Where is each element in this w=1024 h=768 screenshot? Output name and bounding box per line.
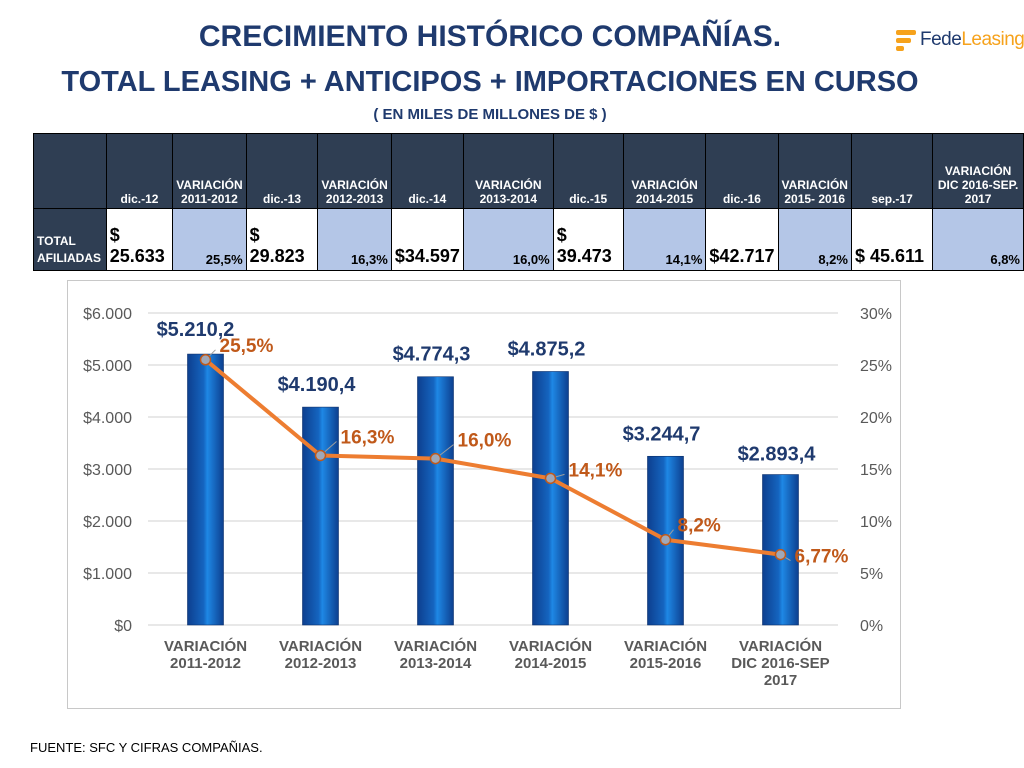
line-point <box>774 548 787 561</box>
table-cell-value: $34.597 <box>390 208 464 271</box>
table-row-label: TOTAL AFILIADAS <box>33 208 107 271</box>
table-header-cell: sep.-17 <box>850 133 934 209</box>
page-title: CRECIMIENTO HISTÓRICO COMPAÑÍAS. <box>198 20 782 53</box>
table-cell-percent: 25,5% <box>172 208 247 271</box>
table-header-cell: VARIACIÓN 2012-2013 <box>317 133 392 209</box>
table-cell-percent: 16,0% <box>462 208 554 271</box>
table-header-cell: dic.-12 <box>105 133 174 209</box>
table-cell-value: $ 39.473 <box>552 208 624 271</box>
table-cell-value: $ 25.633 <box>105 208 174 271</box>
x-category-label: VARIACIÓN 2012-2013 <box>279 637 362 672</box>
bar <box>532 371 569 626</box>
line-point <box>659 533 672 546</box>
table-header-cell: dic.-14 <box>390 133 464 209</box>
bar <box>417 376 454 626</box>
y-left-tick-label: $5.000 <box>83 358 132 375</box>
summary-table: dic.-12 VARIACIÓN 2011-2012 dic.-13 VARI… <box>33 133 1024 271</box>
bar-data-label: $2.893,4 <box>738 444 817 466</box>
table-cell-value: $ 29.823 <box>245 208 319 271</box>
line-data-label: 8,2% <box>678 516 721 537</box>
line-point <box>314 449 327 462</box>
x-category-label: VARIACIÓN 2013-2014 <box>394 637 477 672</box>
page-subtitle: ( EN MILES DE MILLONES DE $ ) <box>373 106 607 123</box>
table-cell-value: $42.717 <box>705 208 779 271</box>
table-header-cell: dic.-16 <box>705 133 779 209</box>
combo-chart: $0 $1.000 $2.000 $3.000 $4.000 $5.000 $6.000 0%… <box>83 306 892 689</box>
chart-area: $0 $1.000 $2.000 $3.000 $4.000 $5.000 $6.000 0%… <box>67 280 901 709</box>
table-header-cell: VARIACIÓN DIC 2016-SEP. 2017 <box>932 133 1024 209</box>
table-cell-value: $ 45.611 <box>850 208 934 271</box>
line-data-label: 16,3% <box>341 427 395 448</box>
x-category-label: VARIACIÓN DIC 2016-SEP 2017 <box>731 637 829 689</box>
y-right-tick-label: 5% <box>860 566 883 583</box>
table-row: TOTAL AFILIADAS $ 25.633 25,5% $ 29.823 … <box>33 208 1024 271</box>
line-data-label: 16,0% <box>458 431 512 452</box>
y-right-tick-label: 30% <box>860 306 892 323</box>
source-note: FUENTE: SFC Y CIFRAS COMPAÑIAS. <box>30 740 263 755</box>
y-right-tick-label: 10% <box>860 514 892 531</box>
y-left-tick-label: $6.000 <box>83 306 132 323</box>
x-category-label: VARIACIÓN 2011-2012 <box>164 637 247 672</box>
table-cell-percent: 8,2% <box>777 208 852 271</box>
table-cell-percent: 6,8% <box>932 208 1024 271</box>
x-category-label: VARIACIÓN 2015-2016 <box>624 637 707 672</box>
line-point <box>199 354 212 366</box>
y-left-tick-label: $4.000 <box>83 410 132 427</box>
line-data-label: 6,77% <box>795 547 849 568</box>
y-right-tick-label: 15% <box>860 462 892 479</box>
y-right-tick-label: 25% <box>860 358 892 375</box>
line-data-label: 14,1% <box>569 460 623 481</box>
table-header-cell: dic.-15 <box>552 133 624 209</box>
bar <box>187 353 224 626</box>
table-header-cell: VARIACIÓN 2011-2012 <box>172 133 247 209</box>
bar-data-label: $4.774,3 <box>393 344 471 366</box>
bar-data-label: $5.210,2 <box>157 319 235 341</box>
line-point <box>544 472 557 485</box>
x-category-label: VARIACIÓN 2014-2015 <box>509 637 592 672</box>
page-title-line2: TOTAL LEASING + ANTICIPOS + IMPORTACIONE… <box>61 66 919 98</box>
line-data-label: 25,5% <box>220 336 274 357</box>
y-right-tick-label: 20% <box>860 410 892 427</box>
y-left-tick-label: $0 <box>114 618 132 635</box>
y-right-tick-label: 0% <box>860 618 883 635</box>
table-header-row: dic.-12 VARIACIÓN 2011-2012 dic.-13 VARI… <box>33 133 1024 209</box>
table-header-cell: dic.-13 <box>245 133 319 209</box>
bar-data-label: $4.875,2 <box>508 338 586 360</box>
y-left-tick-label: $1.000 <box>83 566 132 583</box>
y-left-tick-label: $2.000 <box>83 514 132 531</box>
table-header-cell: VARIACIÓN 2014-2015 <box>622 133 707 209</box>
logo-text: FedeLeasing <box>920 29 1024 50</box>
bar-data-label: $4.190,4 <box>278 374 357 396</box>
table-cell-percent: 14,1% <box>622 208 707 271</box>
table-header-cell <box>33 133 107 209</box>
bar-data-label: $3.244,7 <box>623 423 701 445</box>
fedeleasing-logo: FedeLeasing <box>896 28 1024 54</box>
table-header-cell: VARIACIÓN 2013-2014 <box>462 133 554 209</box>
bar <box>302 406 339 626</box>
y-left-tick-label: $3.000 <box>83 462 132 479</box>
table-header-cell: VARIACIÓN 2015- 2016 <box>777 133 852 209</box>
table-cell-percent: 16,3% <box>317 208 392 271</box>
line-point <box>429 452 442 465</box>
logo-mark-icon <box>896 30 916 52</box>
series-line <box>204 358 781 557</box>
